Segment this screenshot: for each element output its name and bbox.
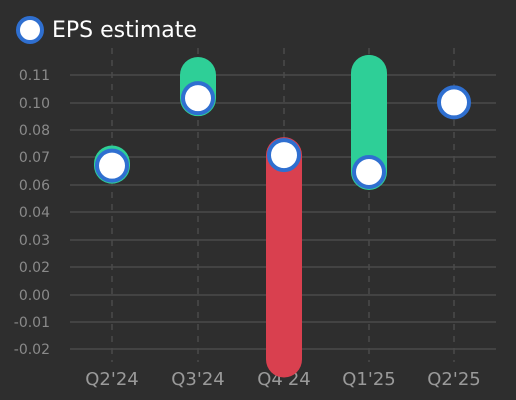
y-tick-label: 0.10 — [19, 96, 50, 112]
estimate-marker — [267, 138, 301, 173]
x-tick-label: Q4'24 — [257, 369, 310, 390]
legend-label: EPS estimate — [52, 17, 197, 43]
x-tick-label: Q3'24 — [171, 369, 224, 390]
legend: EPS estimate — [16, 16, 197, 44]
x-tick-label: Q2'24 — [85, 369, 138, 390]
estimate-marker — [437, 85, 471, 120]
estimate-marker — [352, 154, 386, 189]
y-tick-label: 0.00 — [19, 288, 50, 304]
y-tick-label: 0.03 — [19, 233, 50, 249]
y-tick-label: -0.01 — [14, 315, 50, 331]
x-tick-label: Q2'25 — [427, 369, 480, 390]
y-tick-label: 0.11 — [19, 68, 50, 84]
y-tick-label: -0.02 — [14, 342, 50, 358]
x-tick-label: Q1'25 — [342, 369, 395, 390]
y-tick-label: 0.08 — [19, 123, 50, 139]
legend-marker-icon — [16, 16, 44, 44]
estimate-marker — [95, 148, 129, 183]
y-tick-label: 0.04 — [19, 205, 50, 221]
y-tick-label: 0.07 — [19, 150, 50, 166]
y-tick-label: 0.02 — [19, 260, 50, 276]
estimate-marker — [181, 81, 215, 116]
y-tick-label: 0.06 — [19, 178, 50, 194]
